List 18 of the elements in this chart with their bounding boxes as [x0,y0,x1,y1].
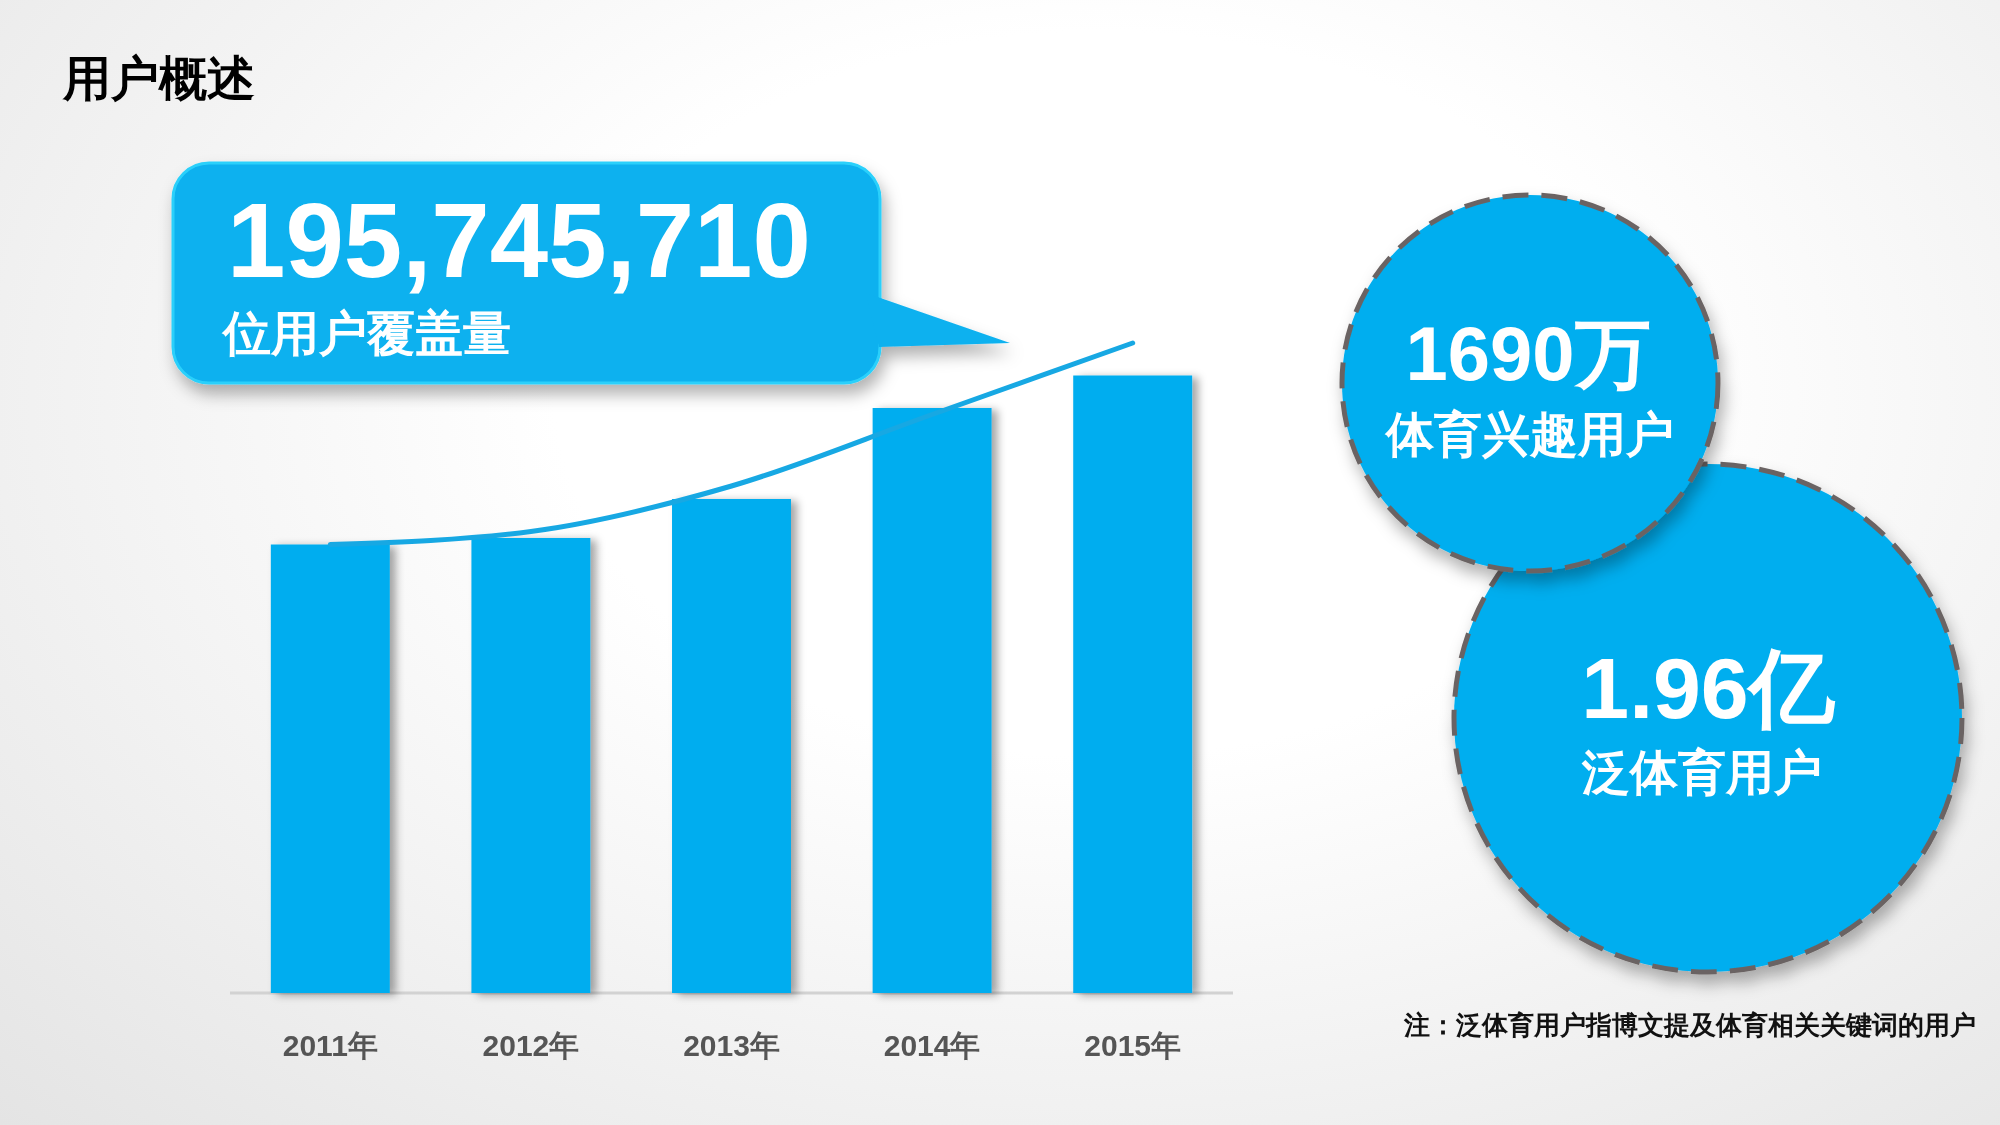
chart-title: 用户概述 [62,52,255,105]
x-tick-label: 2014年 [883,1029,981,1062]
bar [270,544,390,993]
x-tick-label: 2015年 [1084,1029,1182,1062]
x-tick-label: 2013年 [683,1029,780,1062]
text: 注：泛体育用户指博文提及体育相关关键词的用户 [1403,1010,1976,1040]
text: 泛体育用户 [1581,746,1822,799]
x-tick-label: 2011年 [282,1029,378,1062]
bar [1073,375,1193,993]
text: 1.96亿 [1581,640,1836,736]
text: 体育兴趣用户 [1384,408,1674,461]
bar [471,538,591,993]
text: 1690万 [1405,311,1651,396]
x-tick-label: 2012年 [482,1029,580,1062]
text: 195,745,710 [227,182,811,299]
bar [872,408,992,993]
annotation: 位用户覆盖量 [221,307,511,360]
bar [672,499,791,993]
